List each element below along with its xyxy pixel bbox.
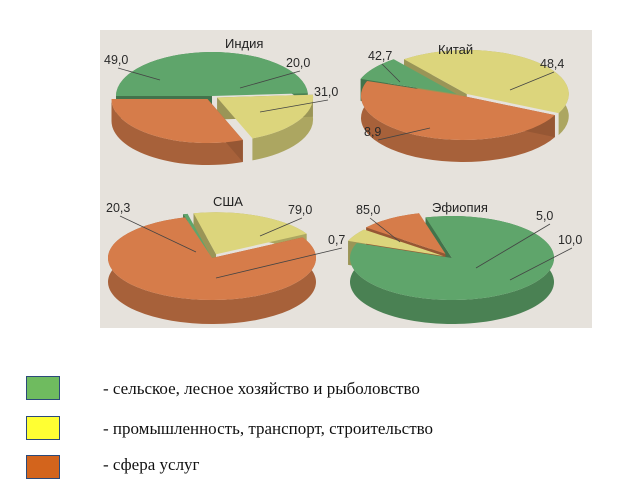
data-label-industry: 42,7 xyxy=(368,49,392,63)
legend-label-industry: - промышленность, транспорт, строительст… xyxy=(103,419,434,438)
data-label-industry: 5,0 xyxy=(536,209,553,223)
pie-slice-industry xyxy=(404,49,569,114)
pie-chart-3: США 0,7 20,3 79,0 xyxy=(106,194,345,324)
legend-swatch-agriculture xyxy=(26,376,60,400)
data-label-services: 79,0 xyxy=(288,203,312,217)
leader-line xyxy=(377,127,431,141)
pie-charts-photo: Индия 49,0 20,0 31,0 Китай 8,9 42,7 48,4 США 0,7 2… xyxy=(100,30,592,328)
leader-line xyxy=(369,217,401,243)
pie-slice-industry xyxy=(193,212,307,255)
leader-line xyxy=(259,217,303,237)
data-label-agriculture: 8,9 xyxy=(364,125,381,139)
data-label-services: 48,4 xyxy=(540,57,564,71)
data-label-agriculture: 85,0 xyxy=(356,203,380,217)
legend-label-services: - сфера услуг xyxy=(103,455,200,474)
data-label-industry: 20,0 xyxy=(286,56,310,70)
data-label-industry: 20,3 xyxy=(106,201,130,215)
pie-slice-agriculture xyxy=(116,52,308,96)
pie-chart-1: Индия 49,0 20,0 31,0 xyxy=(104,36,338,166)
pie-side-services xyxy=(361,80,555,162)
leader-line xyxy=(239,70,301,89)
leader-line xyxy=(259,99,329,113)
data-label-agriculture: 49,0 xyxy=(104,53,128,67)
pie-slice-services xyxy=(361,80,555,140)
leader-line xyxy=(475,223,551,269)
pie-title: Эфиопия xyxy=(432,200,488,215)
pie-title: США xyxy=(213,194,243,209)
pie-charts-canvas: Индия 49,0 20,0 31,0 Китай 8,9 42,7 48,4 США 0,7 2… xyxy=(104,36,582,325)
legend-swatch-industry xyxy=(26,416,60,440)
pie-side-services xyxy=(111,99,243,166)
legend-label-agriculture: - сельское, лесное хозяйство и рыболовст… xyxy=(103,379,420,398)
pie-slice-agriculture xyxy=(360,59,457,94)
leader-line xyxy=(509,71,555,91)
pie-side-industry xyxy=(252,94,314,161)
pie-slice-agriculture xyxy=(183,213,211,255)
pie-title: Китай xyxy=(438,42,473,57)
pie-slice-industry xyxy=(217,94,314,139)
pie-slice-agriculture xyxy=(350,216,554,301)
pie-chart-2: Китай 8,9 42,7 48,4 xyxy=(360,42,569,162)
leader-line xyxy=(119,215,197,253)
pie-slice-services xyxy=(111,99,243,144)
leader-line xyxy=(215,247,343,279)
pie-slice-industry xyxy=(348,229,444,256)
data-label-services: 10,0 xyxy=(558,233,582,247)
pie-slice-services xyxy=(366,213,446,254)
leader-line xyxy=(509,247,573,281)
pie-slice-services xyxy=(108,217,317,300)
pie-chart-4: Эфиопия 85,0 5,0 10,0 xyxy=(348,200,582,325)
pie-title: Индия xyxy=(225,36,263,51)
data-label-services: 31,0 xyxy=(314,85,338,99)
leader-line xyxy=(117,67,161,81)
legend-swatch-services xyxy=(26,455,60,479)
leader-line xyxy=(381,63,401,83)
data-label-agriculture: 0,7 xyxy=(328,233,345,247)
